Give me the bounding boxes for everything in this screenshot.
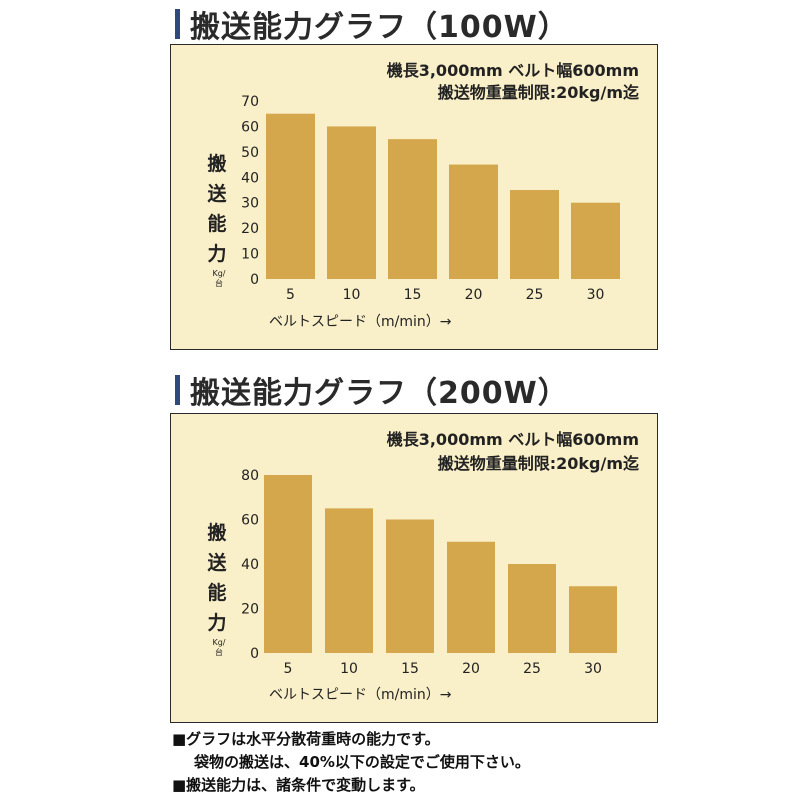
- title-accent-bar: [175, 9, 180, 39]
- bar: [508, 564, 556, 653]
- chart2-xlabel: ベルトスピード（m/min）→: [269, 687, 452, 703]
- y-tick-label: 50: [241, 145, 259, 161]
- note-line: ■グラフは水平分散荷重時の能力です。: [172, 730, 440, 748]
- chart2-plot: 0 20 40 60 80 5 10 15 20 25 30: [241, 468, 617, 677]
- y-tick-label: 20: [241, 602, 259, 618]
- y-tick-label: 10: [241, 247, 259, 263]
- bar: [449, 164, 498, 279]
- chart1-ylabel-char: 搬: [207, 153, 227, 175]
- x-tick-label: 10: [343, 287, 361, 303]
- x-tick-label: 5: [286, 287, 295, 303]
- title-accent-bar: [175, 375, 180, 405]
- chart2-ylabel-char: 送: [207, 552, 227, 574]
- bar: [447, 541, 495, 653]
- y-tick-label: 60: [241, 119, 259, 135]
- chart2-title: 搬送能力グラフ（200W）: [175, 368, 569, 412]
- x-tick-label: 25: [526, 287, 544, 303]
- chart2-ylabel-char: 力: [207, 612, 227, 634]
- note-line: 袋物の搬送は、40%以下の設定でご使用下さい。: [194, 753, 530, 771]
- y-tick-label: 30: [241, 196, 259, 212]
- x-tick-label: 30: [584, 661, 602, 677]
- y-tick-label: 20: [241, 221, 259, 237]
- x-tick-label: 30: [587, 287, 605, 303]
- chart1-yunit: Kg/台: [212, 269, 226, 288]
- chart2-ylabel-char: 能: [207, 582, 227, 604]
- y-tick-label: 40: [241, 170, 259, 186]
- bar: [571, 202, 620, 279]
- chart1-xlabel: ベルトスピード（m/min）→: [269, 314, 452, 330]
- chart2-spec-line2: 搬送物重量制限:20kg/m迄: [437, 454, 639, 473]
- chart1-title-text: 搬送能力グラフ（100W）: [190, 10, 569, 45]
- x-tick-label: 20: [462, 661, 480, 677]
- bar: [386, 519, 434, 653]
- footnotes: ■グラフは水平分散荷重時の能力です。 袋物の搬送は、40%以下の設定でご使用下さ…: [172, 728, 530, 797]
- y-tick-label: 0: [250, 272, 259, 288]
- y-tick-label: 80: [241, 468, 259, 484]
- bar: [266, 113, 315, 279]
- chart2-title-text: 搬送能力グラフ（200W）: [190, 376, 569, 411]
- note-line: ■搬送能力は、諸条件で変動します。: [172, 776, 425, 794]
- y-tick-label: 40: [241, 557, 259, 573]
- chart1-title: 搬送能力グラフ（100W）: [175, 2, 569, 46]
- x-tick-label: 15: [404, 287, 422, 303]
- y-tick-label: 70: [241, 94, 259, 110]
- x-tick-label: 20: [465, 287, 483, 303]
- chart1-spec-line2: 搬送物重量制限:20kg/m迄: [437, 83, 639, 102]
- chart2-ylabel: 搬 送 能 力 Kg/台: [205, 518, 229, 658]
- bar: [325, 508, 373, 653]
- bar: [569, 586, 617, 653]
- y-tick-label: 60: [241, 513, 259, 529]
- y-tick-label: 0: [250, 646, 259, 662]
- chart2-ylabel-char: 搬: [207, 522, 227, 544]
- x-tick-label: 10: [340, 661, 358, 677]
- bar: [327, 126, 376, 279]
- x-tick-label: 25: [523, 661, 541, 677]
- chart1-panel: 機長3,000mm ベルト幅600mm 搬送物重量制限:20kg/m迄 搬 送 …: [170, 44, 658, 350]
- x-tick-label: 15: [401, 661, 419, 677]
- chart1-ylabel-char: 能: [207, 213, 227, 235]
- bar: [510, 190, 559, 279]
- bar: [264, 475, 312, 653]
- bar: [388, 139, 437, 279]
- chart2-panel: 機長3,000mm ベルト幅600mm 搬送物重量制限:20kg/m迄 搬 送 …: [170, 413, 658, 723]
- chart1-ylabel-char: 力: [207, 243, 227, 265]
- x-tick-label: 5: [284, 661, 293, 677]
- chart1-ylabel-char: 送: [207, 183, 227, 205]
- chart1-plot: 0 10 20 30 40 50 60 70 5 10 15 20 25 30: [241, 94, 620, 303]
- chart1-ylabel: 搬 送 能 力 Kg/台: [205, 149, 229, 289]
- chart1-spec-line1: 機長3,000mm ベルト幅600mm: [386, 61, 639, 80]
- chart2-spec-line1: 機長3,000mm ベルト幅600mm: [386, 430, 639, 449]
- chart2-yunit: Kg/台: [212, 638, 226, 657]
